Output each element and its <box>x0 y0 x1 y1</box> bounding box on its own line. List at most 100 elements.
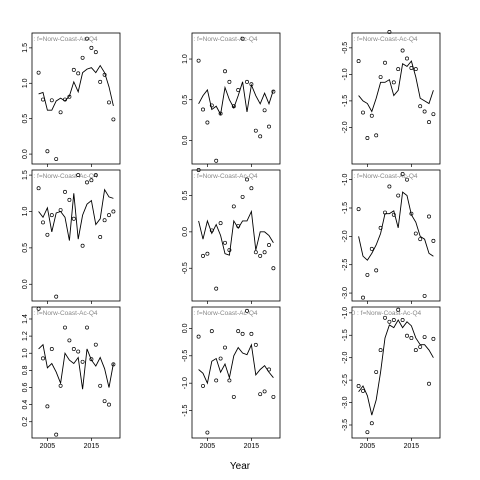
y-tick-label: 1.0 <box>182 54 189 64</box>
y-tick-label: -2.5 <box>342 259 349 271</box>
point <box>267 243 271 247</box>
x-tick-label: 2015 <box>404 443 420 450</box>
point <box>258 392 263 397</box>
point <box>422 109 427 114</box>
point <box>369 246 374 251</box>
point <box>258 134 263 139</box>
point <box>76 173 81 178</box>
panel-frame <box>351 169 441 302</box>
point <box>107 402 111 407</box>
point <box>67 197 72 202</box>
fit-line <box>198 81 274 116</box>
panel: 9 : f=Norw-Coast-Ac-Q4 -3.0 -2.5 -2.0 -1.5 -1… <box>342 169 441 304</box>
point <box>201 107 205 112</box>
point <box>80 55 85 60</box>
point <box>267 367 271 372</box>
panel-frame <box>191 169 281 302</box>
point <box>383 60 387 65</box>
point <box>209 228 214 233</box>
point <box>378 225 383 230</box>
point <box>218 111 223 116</box>
panel: 4 : f=Norw-Coast-Ac-Q4 0.2 0.4 0.6 0.8 1.0 1.2… <box>22 306 121 450</box>
point <box>365 136 370 140</box>
point <box>378 75 383 79</box>
point <box>365 272 370 277</box>
panel-frame <box>191 32 281 165</box>
point <box>249 186 254 191</box>
point <box>227 79 232 84</box>
fit-line <box>358 319 434 416</box>
fit-line <box>358 60 434 113</box>
point <box>231 104 236 109</box>
y-tick-label: -1.0 <box>342 68 349 80</box>
point <box>205 430 210 435</box>
point <box>41 356 45 361</box>
y-tick-label: 0.8 <box>22 365 29 375</box>
panel-frame <box>191 306 281 439</box>
point <box>231 394 236 399</box>
point <box>356 207 361 212</box>
point <box>223 345 227 350</box>
point <box>396 307 401 312</box>
point <box>400 172 405 176</box>
point <box>98 79 103 84</box>
point <box>262 108 267 113</box>
point <box>374 268 379 273</box>
point <box>383 315 387 320</box>
point <box>245 177 249 182</box>
point <box>245 308 249 313</box>
point <box>85 325 89 330</box>
point <box>391 80 396 85</box>
point <box>218 356 223 361</box>
point <box>271 266 276 271</box>
point <box>214 378 219 383</box>
point <box>361 295 365 300</box>
point <box>236 224 241 228</box>
point <box>240 36 245 41</box>
y-tick-label: 0.0 <box>22 279 29 289</box>
y-tick-label: -2.0 <box>342 230 349 242</box>
fit-line <box>358 191 434 261</box>
point <box>80 243 85 248</box>
strip-title: 7 : f=Norw-Coast-Ac-Q4 <box>188 310 258 317</box>
point <box>253 128 258 133</box>
point <box>58 383 63 388</box>
fit-line <box>38 343 114 390</box>
point <box>80 359 85 364</box>
strip-title: 8 : f=Norw-Coast-Ac-Q4 <box>348 36 418 43</box>
point <box>227 248 232 253</box>
y-tick-label: -3.0 <box>342 287 349 299</box>
point <box>387 29 392 34</box>
point <box>49 347 54 351</box>
y-tick-label: -1.5 <box>342 329 349 341</box>
point <box>36 70 41 75</box>
point <box>374 133 379 138</box>
point <box>236 88 241 92</box>
point <box>413 67 418 72</box>
point <box>374 370 379 375</box>
point <box>253 342 258 347</box>
point <box>431 238 436 243</box>
point <box>431 112 436 117</box>
panel-frame <box>31 169 121 302</box>
point <box>227 378 232 383</box>
point <box>391 212 396 217</box>
y-tick-label: -1.0 <box>342 307 349 319</box>
point <box>58 208 63 212</box>
point <box>209 103 214 108</box>
point <box>45 232 50 237</box>
strip-title: 2 : f=Norw-Coast-Ac-Q4 <box>28 36 98 43</box>
y-tick-label: -1.0 <box>342 174 349 186</box>
point <box>76 349 81 354</box>
point <box>271 89 276 94</box>
point <box>431 336 436 341</box>
y-tick-label: -3.0 <box>342 396 349 408</box>
point <box>89 178 94 183</box>
point <box>218 221 223 226</box>
point <box>67 338 72 343</box>
panel: 10 : f=Norw-Coast-Ac-Q4 -3.5 -3.0 -2.5 -2.0 -… <box>342 306 441 450</box>
y-tick-label: -2.0 <box>342 352 349 364</box>
point <box>267 124 271 129</box>
point <box>111 117 116 122</box>
